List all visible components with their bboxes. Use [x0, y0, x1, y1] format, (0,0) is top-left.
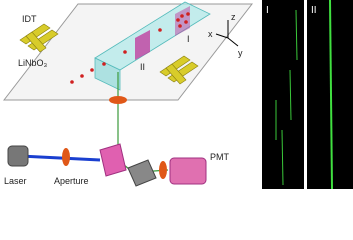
panel-label: II: [311, 5, 317, 16]
region-label: I: [187, 34, 190, 44]
mirror: [127, 159, 157, 187]
schematic: z x y IDT LiNbO₃ I II Laser Aperture PMT: [2, 1, 254, 187]
aperture-label: Aperture: [54, 176, 89, 186]
laser-beam: [19, 154, 101, 162]
figure: z x y IDT LiNbO₃ I II Laser Aperture PMT…: [2, 0, 353, 189]
pmt-label: PMT: [210, 152, 230, 162]
objective-lens: [109, 96, 127, 104]
axes: [215, 20, 239, 47]
panel-label: I: [266, 5, 269, 16]
idt-left: [19, 23, 59, 53]
pmt: [169, 157, 207, 185]
particles: [70, 12, 190, 84]
axis-label: z: [231, 12, 236, 22]
axis-label: x: [208, 29, 213, 39]
channel-side: [94, 57, 121, 91]
panel-1: I: [262, 0, 304, 189]
focus-plane-1: [175, 6, 190, 36]
dichroic: [99, 143, 127, 177]
focus-plane-2: [135, 30, 150, 60]
region-label: II: [140, 62, 145, 72]
idt-label: IDT: [22, 14, 37, 24]
streak: [329, 0, 333, 189]
axis-label: y: [238, 48, 243, 58]
idt-right: [159, 55, 199, 85]
laser-label: Laser: [4, 176, 27, 186]
lens: [159, 161, 167, 179]
streaks: [275, 9, 298, 186]
panel-2: II: [307, 0, 353, 189]
substrate-label: LiNbO₃: [18, 58, 48, 68]
laser: [7, 145, 29, 167]
aperture: [62, 148, 70, 166]
